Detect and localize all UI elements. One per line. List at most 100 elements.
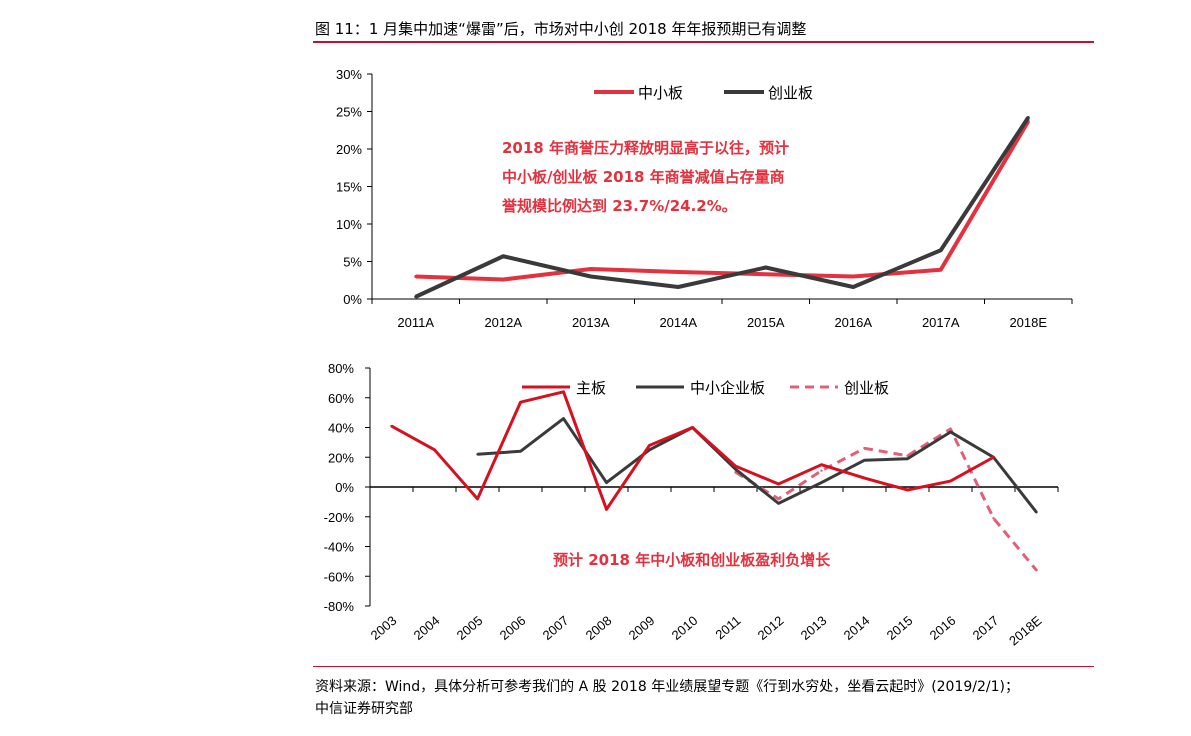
c1-y-tick-label: 25% (336, 105, 362, 120)
c2-y-tick-label: 60% (328, 391, 354, 406)
c1-data-point (501, 278, 505, 281)
c2-data-point (433, 448, 436, 452)
c1-annotation-line: 中小板/创业板 2018 年商誉减值占存量商 (502, 168, 785, 186)
c2-legend-label: 创业板 (844, 379, 889, 397)
c1-x-tick-label: 2015A (747, 315, 785, 330)
c1-y-tick-label: 0% (343, 292, 362, 307)
c2-data-point (820, 481, 823, 484)
c1-data-point (939, 268, 943, 272)
c1-annotation-line: 誉规模比例达到 23.7%/24.2%。 (501, 197, 737, 215)
c2-series-line-3 (734, 427, 1038, 572)
c1-data-point (414, 275, 418, 278)
c2-x-tick-label: 2018E (1006, 613, 1045, 649)
c2-x-tick-label: 2016 (927, 613, 959, 643)
c1-data-point (676, 270, 680, 274)
c1-x-tick-label: 2011A (397, 315, 434, 330)
c2-y-tick-label: -80% (324, 599, 355, 614)
c1-y-tick-label: 5% (343, 255, 362, 270)
c2-data-point (562, 390, 565, 393)
c2-x-tick-label: 2005 (454, 613, 486, 643)
c2-data-point (949, 427, 952, 431)
c2-y-tick-label: -40% (324, 540, 355, 555)
c1-series-line-1 (415, 120, 1030, 282)
c1-data-point (501, 254, 505, 258)
c1-y-tick-label: 20% (336, 142, 362, 157)
c1-legend-label: 创业板 (768, 84, 813, 102)
c2-data-point (519, 450, 522, 453)
c2-data-point (992, 517, 995, 520)
c2-annotation-line: 预计 2018 年中小板和创业板盈利负增长 (553, 551, 831, 569)
c1-data-point (939, 248, 943, 252)
c2-x-tick-label: 2007 (540, 613, 572, 643)
c1-x-tick-label: 2012A (484, 315, 522, 330)
c2-x-tick-label: 2009 (626, 613, 658, 643)
c2-data-point (863, 459, 866, 462)
c2-data-point (820, 463, 823, 466)
c2-x-tick-label: 2013 (798, 613, 830, 643)
c2-data-point (390, 424, 393, 428)
c1-y-tick-label: 10% (336, 217, 362, 232)
c1-y-tick-label: 15% (336, 180, 362, 195)
c2-legend-label: 中小企业板 (690, 379, 765, 397)
c2-x-tick-label: 2003 (368, 613, 400, 643)
c2-data-point (777, 502, 780, 505)
source-line-1: 资料来源：Wind，具体分析可参考我们的 A 股 2018 年业绩展望专题《行到… (315, 679, 1019, 695)
c2-series-line-2 (477, 417, 1038, 514)
c1-annotation-line: 2018 年商誉压力释放明显高于以往，预计 (502, 139, 789, 157)
c2-y-tick-label: 0% (335, 480, 354, 495)
c2-data-point (605, 508, 608, 511)
c2-data-point (777, 482, 780, 486)
c1-data-point (764, 266, 768, 269)
source-rule (313, 666, 1094, 667)
c2-x-tick-label: 2008 (583, 613, 615, 643)
c1-x-tick-label: 2013A (572, 315, 610, 330)
c1-data-point (851, 285, 855, 289)
c2-x-tick-label: 2004 (411, 613, 443, 643)
c1-series-line-2 (414, 116, 1030, 299)
c2-data-point (949, 430, 952, 434)
c2-y-tick-label: 20% (328, 450, 354, 465)
c2-data-point (734, 467, 737, 471)
c2-data-point (863, 476, 866, 480)
title-rule (313, 41, 1094, 43)
figure-title: 图 11：1 月集中加速“爆雷”后，市场对中小创 2018 年年报预期已有调整 (315, 20, 807, 38)
c1-data-point (1026, 116, 1030, 119)
c1-data-point (414, 295, 418, 299)
c2-data-point (820, 469, 823, 472)
c2-y-tick-label: 40% (328, 421, 354, 436)
c2-x-tick-label: 2014 (841, 613, 873, 643)
c1-x-tick-label: 2014A (659, 315, 697, 330)
c1-x-tick-label: 2016A (834, 315, 872, 330)
c2-data-point (949, 479, 952, 483)
source-line-2: 中信证券研究部 (315, 701, 413, 717)
c2-data-point (648, 448, 651, 452)
c2-data-point (476, 453, 479, 456)
c2-data-point (777, 497, 780, 501)
c2-data-point (691, 426, 694, 429)
c2-x-tick-label: 2015 (884, 613, 916, 643)
c1-data-point (851, 275, 855, 278)
c2-data-point (605, 481, 608, 484)
c2-x-tick-label: 2017 (970, 613, 1002, 643)
c2-x-tick-label: 2010 (669, 613, 701, 643)
c1-data-point (589, 275, 593, 278)
c2-data-point (863, 447, 866, 450)
c2-x-tick-label: 2012 (755, 613, 787, 643)
c1-y-tick-label: 30% (336, 67, 362, 82)
c2-data-point (476, 497, 479, 501)
c2-data-point (1035, 569, 1038, 572)
c1-data-point (676, 285, 680, 289)
source-note: 资料来源：Wind，具体分析可参考我们的 A 股 2018 年业绩展望专题《行到… (315, 676, 1019, 720)
c2-data-point (648, 444, 651, 447)
c2-data-point (562, 417, 565, 420)
c2-y-tick-label: 80% (328, 361, 354, 376)
c2-data-point (906, 488, 909, 492)
c1-legend-label: 中小板 (638, 84, 683, 102)
c1-data-point (764, 272, 768, 276)
c2-data-point (734, 464, 737, 468)
c2-x-tick-label: 2006 (497, 613, 529, 643)
c2-x-tick-label: 2011 (712, 613, 743, 642)
c1-x-tick-label: 2017A (922, 315, 960, 330)
c2-series-line-1 (390, 390, 995, 511)
